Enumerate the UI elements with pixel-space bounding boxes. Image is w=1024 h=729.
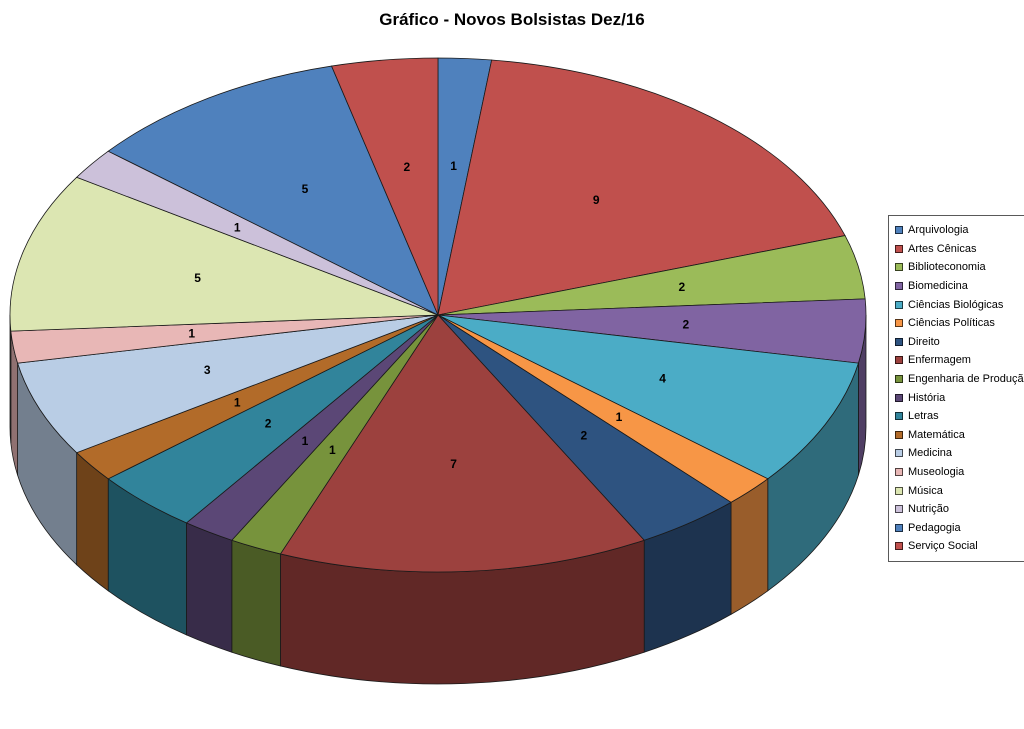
chart-title: Gráfico - Novos Bolsistas Dez/16	[379, 10, 645, 29]
data-label: 9	[593, 193, 600, 207]
data-label: 1	[234, 396, 241, 410]
legend-item-label: Ciências Políticas	[908, 317, 995, 330]
legend-item: Matemática	[895, 426, 1024, 445]
legend-item: Artes Cênicas	[895, 240, 1024, 259]
legend-swatch-icon	[895, 226, 903, 235]
legend-item-label: Matemática	[908, 428, 965, 441]
pie-slice-side	[231, 539, 281, 667]
data-label: 2	[682, 317, 689, 331]
legend-item-label: Artes Cênicas	[908, 242, 977, 255]
legend-item: Biomedicina	[895, 277, 1024, 296]
legend-swatch-icon	[895, 468, 903, 477]
legend-swatch-icon	[895, 523, 903, 532]
legend-swatch-icon	[895, 505, 903, 514]
legend-swatch-icon	[895, 282, 903, 291]
legend-swatch-icon	[895, 337, 903, 346]
legend-item: Música	[895, 481, 1024, 500]
pie-slice	[437, 314, 859, 480]
legend-item-label: Pedagogia	[908, 521, 961, 534]
legend-swatch-icon	[895, 542, 903, 551]
data-label: 5	[194, 271, 201, 285]
data-label: 2	[265, 417, 272, 431]
pie-slice	[279, 314, 645, 573]
legend-item-label: Serviço Social	[908, 540, 978, 553]
legend-item-label: Nutrição	[908, 503, 949, 516]
legend-item-label: Ciências Biológicas	[908, 298, 1004, 311]
legend-item: Nutrição	[895, 500, 1024, 519]
legend-item: Biblioteconomia	[895, 258, 1024, 277]
legend-item: Pedagogia	[895, 519, 1024, 538]
data-label: 2	[404, 160, 411, 174]
pie-slice	[9, 176, 439, 332]
legend-item: Medicina	[895, 444, 1024, 463]
pie-slice-side	[186, 522, 233, 653]
legend-swatch-icon	[895, 356, 903, 365]
legend-item-label: Medicina	[908, 447, 953, 460]
legend-swatch-icon	[895, 486, 903, 495]
data-label: 5	[302, 182, 309, 196]
legend-item: Ciências Biológicas	[895, 295, 1024, 314]
legend-item-label: Direito	[908, 335, 940, 348]
legend-item: Enfermagem	[895, 351, 1024, 370]
legend-item: Ciências Políticas	[895, 314, 1024, 333]
legend-swatch-icon	[895, 412, 903, 421]
data-label: 1	[329, 443, 336, 457]
legend-item-label: Biomedicina	[908, 280, 968, 293]
legend-swatch-icon	[895, 300, 903, 309]
legend-swatch-icon	[895, 430, 903, 439]
data-label: 1	[234, 220, 241, 234]
pie-slice	[330, 57, 439, 316]
data-label: 3	[204, 363, 211, 377]
legend-item-label: Engenharia de Produção	[908, 373, 1024, 386]
data-label: 2	[581, 429, 588, 443]
legend-item-label: Música	[908, 484, 943, 497]
legend-item-label: Enfermagem	[908, 354, 971, 367]
legend-item: História	[895, 388, 1024, 407]
legend-swatch-icon	[895, 244, 903, 253]
legend-swatch-icon	[895, 263, 903, 272]
data-label: 1	[302, 434, 309, 448]
legend-swatch-icon	[895, 393, 903, 402]
data-label: 4	[659, 372, 666, 386]
legend-item: Museologia	[895, 463, 1024, 482]
data-label: 1	[450, 159, 457, 173]
data-label: 1	[616, 410, 623, 424]
data-label: 1	[188, 327, 195, 341]
data-label: 7	[450, 457, 457, 471]
legend-item-label: Letras	[908, 410, 939, 423]
legend-item-label: Museologia	[908, 466, 965, 479]
legend-item: Arquivologia	[895, 221, 1024, 240]
legend-item: Direito	[895, 333, 1024, 352]
legend: Arquivologia Artes Cênicas Biblioteconomia…	[888, 215, 1024, 562]
legend-swatch-icon	[895, 449, 903, 458]
data-label: 2	[678, 280, 685, 294]
pie-slice	[17, 314, 439, 454]
pie-slice	[107, 65, 439, 316]
pie-slice	[437, 59, 846, 316]
legend-item: Engenharia de Produção	[895, 370, 1024, 389]
legend-item-label: História	[908, 391, 946, 404]
pie-slice-side	[9, 314, 12, 444]
legend-swatch-icon	[895, 375, 903, 384]
legend-swatch-icon	[895, 319, 903, 328]
legend-item-label: Biblioteconomia	[908, 261, 986, 274]
legend-item-label: Arquivologia	[908, 224, 969, 237]
legend-item: Letras	[895, 407, 1024, 426]
legend-item: Serviço Social	[895, 537, 1024, 556]
